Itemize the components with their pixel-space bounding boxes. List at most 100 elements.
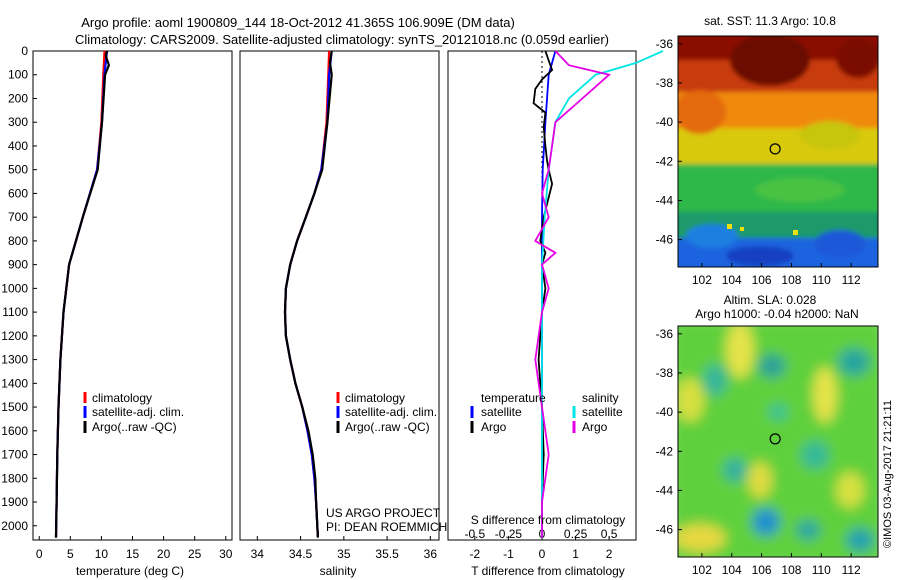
difference-chart: -2 -1 0 1 2-0.5 -0.25 0 0.25 0.5 [465, 50, 664, 561]
sla-high [678, 524, 726, 552]
salinity-panel [239, 50, 440, 541]
sla-low [846, 528, 874, 552]
legend-label-satellite: satellite-adj. clim. [92, 405, 184, 419]
x-tick-label: 36 [424, 547, 438, 561]
sla-low [758, 354, 786, 378]
legend-label-argo: Argo(..raw -QC) [92, 420, 177, 434]
depth-tick-label: 600 [8, 186, 28, 200]
s-tick-label: -0.5 [465, 527, 486, 541]
depth-tick-label: 1300 [1, 353, 28, 367]
legend-label-satellite: satellite-adj. clim. [345, 405, 437, 419]
lon-tick-label: 112 [842, 273, 861, 287]
x-tick-label: 30 [219, 547, 233, 561]
sst-patch-dark [730, 36, 810, 86]
depth-tick-label: 200 [8, 91, 28, 105]
sla-map-frame [677, 325, 879, 558]
lat-tick-label: -46 [656, 233, 674, 247]
temperature-chart: 0 5 10 15 20 25 30 [36, 50, 233, 561]
figure-title-line1: Argo profile: aoml 1900809_144 18-Oct-20… [81, 15, 515, 30]
lat-tick-label: -36 [656, 37, 674, 51]
x-tick-label: 25 [188, 547, 202, 561]
sla-map-title-line1: Altim. SLA: 0.028 [724, 293, 817, 307]
lat-tick-label: -36 [656, 327, 674, 341]
lon-tick-label: 102 [692, 273, 712, 287]
lat-tick-label: -38 [656, 366, 674, 380]
sla-high [813, 367, 837, 423]
legend-title-temperature: temperature [481, 391, 546, 405]
legend-label-sal-argo: Argo [582, 420, 608, 434]
sst-patch-yellow [800, 121, 860, 149]
x-tick-label: 10 [95, 547, 109, 561]
depth-tick-label: 500 [8, 163, 28, 177]
series-line-salinity-argo [534, 50, 611, 538]
sst-patch-dark [836, 38, 878, 78]
s-tick-label: 0.25 [564, 527, 588, 541]
lat-tick-label: -44 [656, 193, 674, 207]
depth-tick-label: 1700 [1, 448, 28, 462]
project-label: US ARGO PROJECT [326, 506, 441, 520]
x-tick-label: 5 [67, 547, 74, 561]
x-tick-label: -2 [470, 547, 481, 561]
sla-high [678, 378, 704, 422]
sst-patch-blue [686, 224, 738, 248]
depth-tick-label: 700 [8, 210, 28, 224]
sla-low [796, 520, 820, 540]
depth-tick-label: 2000 [1, 519, 28, 533]
depth-tick-label: 400 [8, 139, 28, 153]
sst-patch-blue [814, 230, 866, 258]
depth-tick-label: 0 [21, 44, 28, 58]
depth-tick-label: 1900 [1, 495, 28, 509]
depth-tick-label: 100 [8, 68, 28, 82]
depth-tick-label: 1800 [1, 471, 28, 485]
depth-axis: 0 100 200 300 400 500 600 700 800 900 1000 1100 1200… [1, 44, 37, 533]
depth-tick-label: 800 [8, 234, 28, 248]
depth-tick-label: 300 [8, 115, 28, 129]
series-line-satellite-adj-clim- [54, 50, 109, 538]
legend-title-salinity: salinity [582, 391, 619, 405]
lat-tick-label: -38 [656, 76, 674, 90]
series-line-satellite-adj-clim- [283, 50, 333, 538]
lon-tick-label: 106 [752, 273, 772, 287]
sla-low [801, 441, 829, 469]
sst-pixel-yellow [727, 224, 732, 229]
x-tick-label: 1 [572, 547, 579, 561]
lon-tick-label: 112 [842, 563, 861, 577]
lon-tick-label: 104 [722, 273, 742, 287]
lon-tick-label: 110 [812, 563, 831, 577]
s-difference-label: S difference from climatology [471, 513, 626, 527]
sst-pixel-yellow [740, 227, 744, 231]
salinity-xlabel: salinity [320, 564, 357, 578]
series-line-climatology [54, 50, 106, 538]
x-tick-label: 35 [337, 547, 351, 561]
series-line-argo-raw-qc- [283, 50, 333, 538]
depth-tick-label: 1000 [1, 281, 28, 295]
sla-map-axes: -36 -38 -40 -42 -44 -46 102 104 106 108 110 112 [656, 327, 861, 577]
sst-map-title: sat. SST: 11.3 Argo: 10.8 [704, 14, 836, 28]
argo-float-marker [769, 433, 781, 445]
salinity-chart: 34 34.5 35 35.5 36 [251, 50, 438, 561]
lat-tick-label: -40 [656, 115, 674, 129]
temperature-xlabel: temperature (deg C) [76, 564, 184, 578]
x-tick-label: 34.5 [289, 547, 313, 561]
x-tick-label: 0 [36, 547, 43, 561]
sst-map-frame [677, 35, 879, 268]
pi-label: PI: DEAN ROEMMICH [326, 520, 447, 534]
s-tick-label: 0.5 [601, 527, 618, 541]
depth-tick-label: 1400 [1, 376, 28, 390]
legend-label-climatology: climatology [92, 391, 152, 405]
lon-tick-label: 108 [781, 273, 801, 287]
lon-tick-label: 110 [812, 273, 831, 287]
sst-map-axes: -36 -38 -40 -42 -44 -46 102 104 106 108 110 112 [656, 37, 861, 287]
salinity-legend: climatology satellite-adj. clim. Argo(..… [336, 391, 437, 434]
sst-patch-green [755, 178, 845, 202]
sla-high [726, 326, 754, 378]
temperature-panel [32, 50, 233, 541]
sst-heatmap [678, 36, 878, 267]
lat-tick-label: -40 [656, 405, 674, 419]
lat-tick-label: -42 [656, 154, 674, 168]
sla-map-title-line2: Argo h1000: -0.04 h2000: NaN [695, 307, 858, 321]
depth-tick-label: 1200 [1, 329, 28, 343]
series-line-climatology [283, 50, 331, 538]
depth-tick-label: 1600 [1, 424, 28, 438]
temperature-legend: climatology satellite-adj. clim. Argo(..… [83, 391, 184, 434]
